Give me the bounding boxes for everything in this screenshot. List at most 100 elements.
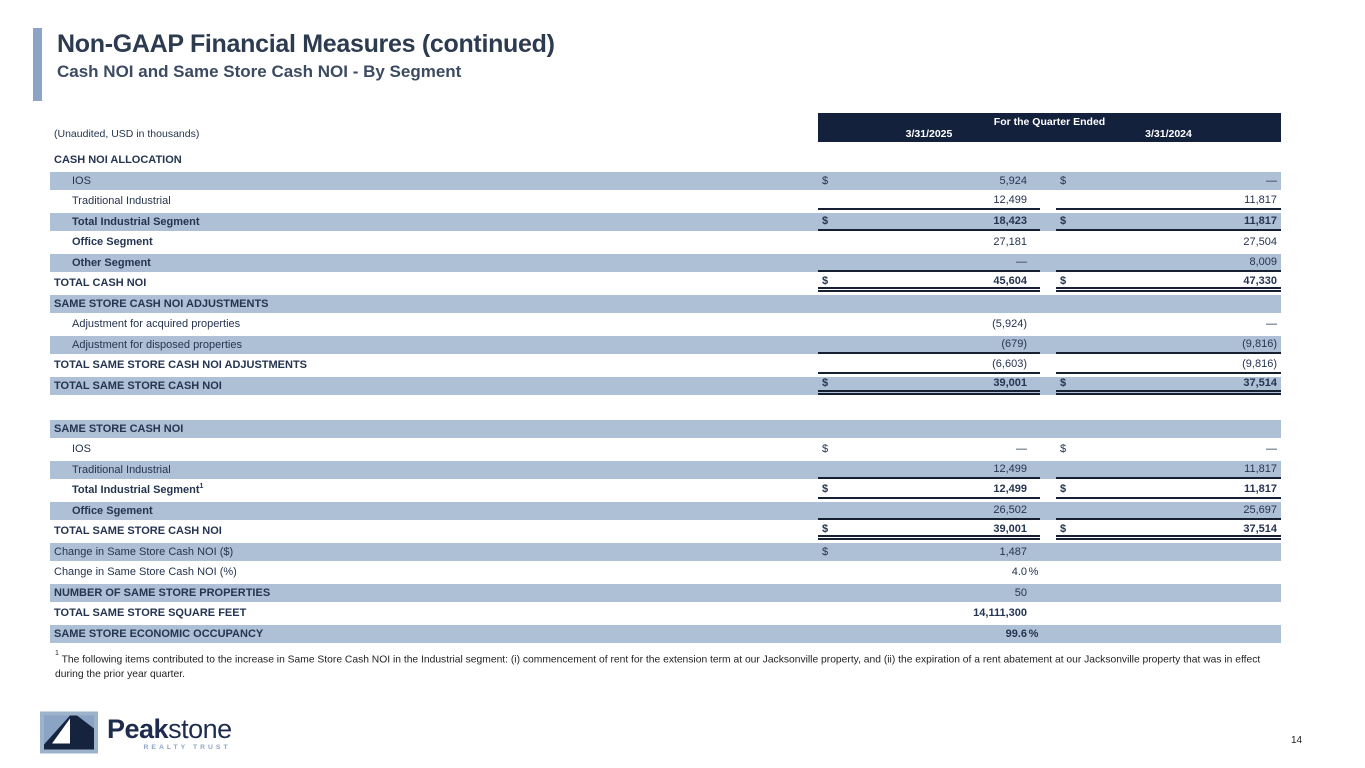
segment-table: (Unaudited, USD in thousands) For the Qu… xyxy=(50,113,1281,645)
table-row: Office Sgement 26,502 25,697 xyxy=(50,501,1281,520)
value-cell-2025: $39,001 xyxy=(818,522,1040,540)
value-cell-2025 xyxy=(818,420,1040,438)
value-cell-2024 xyxy=(1056,625,1281,643)
value-cell-2024: $47,330 xyxy=(1056,274,1281,292)
value-cell-2024 xyxy=(1056,295,1281,313)
row-label: CASH NOI ALLOCATION xyxy=(54,154,182,166)
value-cell-2025: 99.6% xyxy=(1005,627,1039,640)
column-header-2024: 3/31/2024 xyxy=(1145,128,1192,140)
table-row: Adjustment for acquired properties (5,924… xyxy=(50,315,1281,333)
table-row: Change in Same Store Cash NOI (%) 4.0% xyxy=(50,563,1281,581)
row-label: TOTAL SAME STORE CASH NOI ADJUSTMENTS xyxy=(54,359,308,371)
row-label: TOTAL SAME STORE CASH NOI xyxy=(54,379,222,392)
table-row: Total Industrial Segment 1 $12,499 $11,817 xyxy=(50,481,1281,499)
value-cell-2024: — xyxy=(1266,318,1277,330)
table-row: Total Industrial Segment $18,423 $11,817 xyxy=(50,212,1281,231)
table-row: TOTAL SAME STORE CASH NOI ADJUSTMENTS (6,… xyxy=(50,356,1281,374)
value-cell-2025: (6,603) xyxy=(818,356,1040,374)
value-cell-2025: $12,499 xyxy=(818,481,1040,499)
title-accent-bar xyxy=(33,28,42,101)
value-cell-2024: 25,697 xyxy=(1056,502,1281,520)
table-header: (Unaudited, USD in thousands) For the Qu… xyxy=(50,113,1281,143)
row-label: IOS xyxy=(72,174,91,187)
peakstone-logo: Peakstone REALTY TRUST xyxy=(40,711,232,756)
table-row: Office Segment 27,181 27,504 xyxy=(50,233,1281,251)
value-cell-2025: $45,604 xyxy=(818,274,1040,292)
value-cell-2024: 11,817 xyxy=(1056,461,1281,479)
page-subtitle: Cash NOI and Same Store Cash NOI - By Se… xyxy=(57,61,462,81)
table-row: TOTAL SAME STORE SQUARE FEET 14,111,300 xyxy=(50,604,1281,622)
section-header-row: SAME STORE CASH NOI ADJUSTMENTS xyxy=(50,294,1281,313)
value-cell-2024: $ — xyxy=(1060,174,1277,187)
column-header-2025: 3/31/2025 xyxy=(905,128,953,140)
row-label: TOTAL CASH NOI xyxy=(54,277,147,289)
row-label: Traditional Industrial xyxy=(72,463,171,476)
value-cell-2024 xyxy=(1056,584,1281,602)
table-row: TOTAL CASH NOI $45,604 $47,330 xyxy=(50,274,1281,292)
mountain-logo-icon xyxy=(40,711,98,754)
value-cell-2025: (5,924) xyxy=(992,318,1027,330)
brand-bold: Peak xyxy=(107,714,169,744)
title-block: Non-GAAP Financial Measures (continued) … xyxy=(57,30,555,82)
footnote: 1 The following items contributed to the… xyxy=(55,650,1267,682)
value-cell-2025 xyxy=(818,151,1040,169)
value-cell-2025 xyxy=(818,295,1040,313)
value-cell-2024: (9,816) xyxy=(1056,336,1281,354)
table-row: IOS $5,924 $ — xyxy=(50,171,1281,190)
footnote-marker: 1 xyxy=(55,650,59,657)
value-cell-2025: $1,487 xyxy=(822,545,1027,558)
value-cell-2025: 27,181 xyxy=(993,236,1027,248)
value-cell-2025: 12,499 xyxy=(818,192,1040,210)
page-title: Non-GAAP Financial Measures (continued) xyxy=(57,30,555,58)
row-label: SAME STORE CASH NOI xyxy=(54,422,184,435)
row-label: Traditional Industrial xyxy=(72,195,171,207)
row-label: Change in Same Store Cash NOI ($) xyxy=(54,545,234,558)
table-row: NUMBER OF SAME STORE PROPERTIES 50 xyxy=(50,583,1281,602)
row-label: Total Industrial Segment 1 xyxy=(72,483,204,496)
value-cell-2025: 14,111,300 xyxy=(973,607,1027,619)
table-row: Traditional Industrial 12,499 11,817 xyxy=(50,192,1281,210)
brand-light: stone xyxy=(168,714,232,744)
value-cell-2025: 26,502 xyxy=(818,502,1040,520)
table-row: Change in Same Store Cash NOI ($) $1,487 xyxy=(50,542,1281,561)
logo-tagline: REALTY TRUST xyxy=(143,744,231,751)
value-cell-2024 xyxy=(1056,543,1281,561)
row-label: Office Segment xyxy=(72,236,153,248)
value-cell-2024: 8,009 xyxy=(1056,254,1281,272)
value-cell-2025: $18,423 xyxy=(818,213,1040,231)
value-cell-2025: 12,499 xyxy=(818,461,1040,479)
value-cell-2025: 50 xyxy=(1014,586,1027,599)
footnote-text: The following items contributed to the i… xyxy=(55,654,1261,680)
row-label: Total Industrial Segment xyxy=(72,215,200,228)
value-cell-2024: 27,504 xyxy=(1243,236,1277,248)
row-label: Change in Same Store Cash NOI (%) xyxy=(54,566,237,578)
value-cell-2024: $37,514 xyxy=(1056,522,1281,540)
same-store-cash-noi-table: SAME STORE CASH NOI IOS $ — $ — Traditional In… xyxy=(50,419,1281,643)
value-cell-2024: $11,817 xyxy=(1056,481,1281,499)
value-cell-2025: $5,924 xyxy=(822,174,1027,187)
value-cell-2025: $ — xyxy=(822,443,1027,455)
unaudited-note: (Unaudited, USD in thousands) xyxy=(54,128,200,140)
value-cell-2025: (679) xyxy=(818,336,1040,354)
table-row: IOS $ — $ — xyxy=(50,440,1281,458)
table-row: Traditional Industrial 12,499 11,817 xyxy=(50,460,1281,479)
row-label: Office Sgement xyxy=(72,504,153,517)
value-cell-2024: $37,514 xyxy=(1056,377,1281,395)
value-cell-2025: — xyxy=(818,254,1040,272)
section-header-row: SAME STORE CASH NOI xyxy=(50,419,1281,438)
row-label: TOTAL SAME STORE SQUARE FEET xyxy=(54,607,247,619)
value-cell-2025: 4.0% xyxy=(1011,566,1039,578)
section-header-row: CASH NOI ALLOCATION xyxy=(50,151,1281,169)
row-label: NUMBER OF SAME STORE PROPERTIES xyxy=(54,586,271,599)
row-label: Adjustment for disposed properties xyxy=(72,338,242,351)
value-cell-2024: (9,816) xyxy=(1056,356,1281,374)
value-cell-2025: $39,001 xyxy=(818,377,1040,395)
value-cell-2024 xyxy=(1056,563,1281,581)
value-cell-2024 xyxy=(1056,420,1281,438)
row-label: IOS xyxy=(72,443,91,455)
row-label: SAME STORE CASH NOI ADJUSTMENTS xyxy=(54,297,269,310)
cash-noi-allocation-table: CASH NOI ALLOCATION IOS $5,924 $ — Traditiona… xyxy=(50,151,1281,395)
table-row: TOTAL SAME STORE CASH NOI $39,001 $37,514 xyxy=(50,522,1281,540)
logo-wordmark: Peakstone REALTY TRUST xyxy=(107,714,232,752)
page-number: 14 xyxy=(1291,735,1303,746)
